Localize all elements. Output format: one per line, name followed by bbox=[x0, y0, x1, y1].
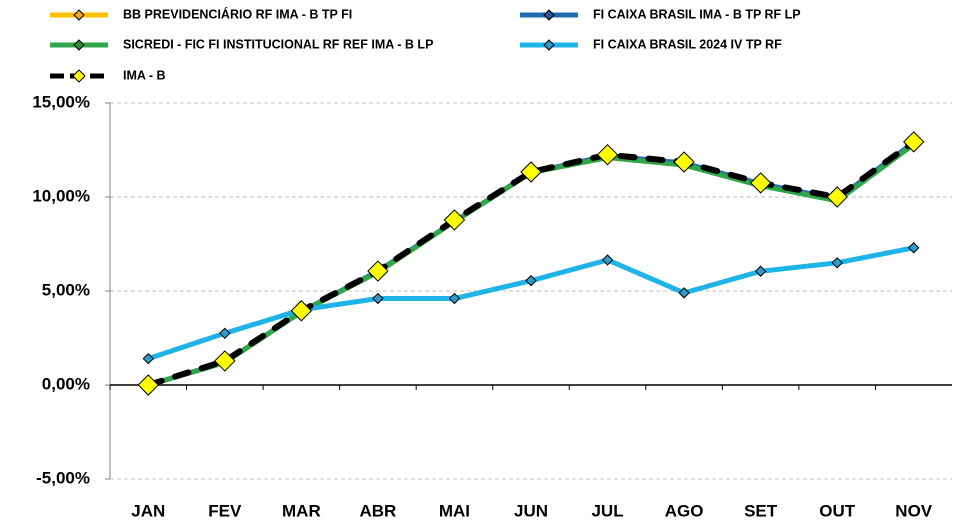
legend-marker bbox=[72, 69, 86, 83]
legend-label: FI CAIXA BRASIL IMA - B TP RF LP bbox=[593, 7, 801, 21]
x-tick-label: FEV bbox=[208, 501, 242, 520]
series-marker bbox=[596, 143, 619, 166]
legend-label: SICREDI - FIC FI INSTITUCIONAL RF REF IM… bbox=[123, 37, 433, 51]
series-marker bbox=[142, 352, 154, 365]
series-marker bbox=[214, 350, 236, 372]
legend-marker bbox=[73, 9, 85, 21]
series-marker bbox=[520, 161, 542, 183]
x-tick-label: ABR bbox=[359, 501, 396, 520]
x-tick-label: MAR bbox=[282, 501, 321, 520]
legend-marker bbox=[73, 39, 85, 51]
legend-label: FI CAIXA BRASIL 2024 IV TP RF bbox=[593, 37, 782, 51]
y-tick-label: 15,00% bbox=[32, 92, 90, 111]
series-marker bbox=[903, 131, 925, 153]
x-tick-label: OUT bbox=[819, 501, 856, 520]
series-line bbox=[145, 245, 917, 362]
series-marker bbox=[754, 265, 767, 277]
series-marker bbox=[137, 374, 159, 396]
series-marker bbox=[448, 292, 461, 305]
series-line bbox=[145, 138, 917, 388]
y-tick-label: 0,00% bbox=[42, 374, 90, 393]
series-marker bbox=[601, 254, 614, 266]
x-tick-label: AGO bbox=[665, 501, 704, 520]
series-marker bbox=[290, 300, 313, 322]
series-marker bbox=[826, 186, 848, 208]
x-tick-label: MAI bbox=[439, 501, 470, 520]
series-marker bbox=[372, 292, 384, 305]
series-marker bbox=[525, 274, 537, 287]
x-tick-label: JUN bbox=[514, 501, 548, 520]
x-tick-label: NOV bbox=[895, 501, 933, 520]
series-marker bbox=[367, 260, 389, 282]
series-marker bbox=[831, 257, 843, 269]
legend-marker bbox=[543, 39, 555, 51]
x-tick-label: JUL bbox=[591, 501, 623, 520]
legend-marker bbox=[543, 9, 555, 21]
series-marker bbox=[673, 151, 695, 173]
x-tick-label: JAN bbox=[131, 501, 165, 520]
y-tick-label: -5,00% bbox=[36, 468, 90, 487]
y-tick-label: 5,00% bbox=[42, 280, 90, 299]
legend-label: BB PREVIDENCIÁRIO RF IMA - B TP FI bbox=[123, 6, 352, 21]
series-marker bbox=[678, 287, 690, 299]
series-marker bbox=[443, 209, 466, 231]
series-marker bbox=[749, 172, 772, 194]
x-tick-label: SET bbox=[744, 501, 778, 520]
legend-label: IMA - B bbox=[123, 68, 166, 82]
series-marker bbox=[908, 242, 920, 254]
series-marker bbox=[219, 327, 231, 340]
y-tick-label: 10,00% bbox=[32, 186, 90, 205]
